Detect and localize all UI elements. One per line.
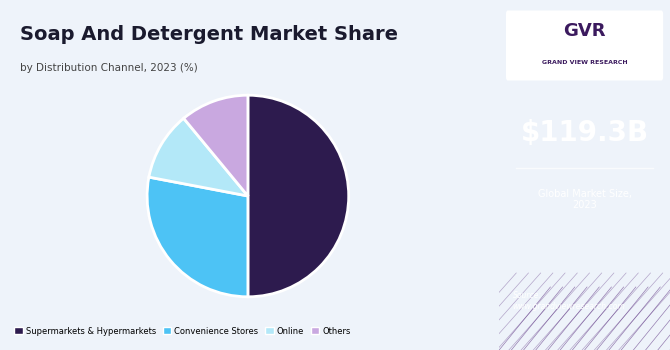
Text: $119.3B: $119.3B (521, 119, 649, 147)
Text: Source:
www.grandviewresearch.com: Source: www.grandviewresearch.com (513, 291, 626, 311)
Text: GVR: GVR (563, 22, 606, 41)
Text: by Distribution Channel, 2023 (%): by Distribution Channel, 2023 (%) (20, 63, 198, 73)
Wedge shape (147, 177, 248, 297)
Text: GRAND VIEW RESEARCH: GRAND VIEW RESEARCH (542, 61, 627, 65)
Wedge shape (149, 118, 248, 196)
Text: Soap And Detergent Market Share: Soap And Detergent Market Share (20, 25, 398, 43)
Text: Global Market Size,
2023: Global Market Size, 2023 (537, 189, 632, 210)
Wedge shape (184, 95, 248, 196)
Wedge shape (248, 95, 348, 297)
Legend: Supermarkets & Hypermarkets, Convenience Stores, Online, Others: Supermarkets & Hypermarkets, Convenience… (11, 323, 354, 339)
FancyBboxPatch shape (506, 10, 663, 80)
